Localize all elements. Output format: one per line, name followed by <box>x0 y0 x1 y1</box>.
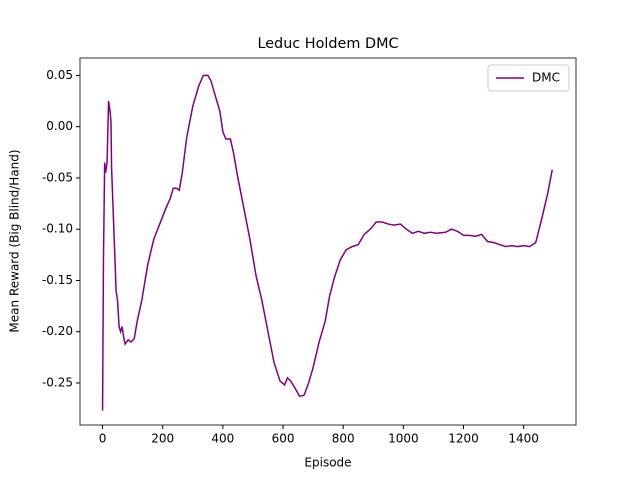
chart-title: Leduc Holdem DMC <box>257 36 398 52</box>
y-tick-label: -0.25 <box>42 375 73 389</box>
x-tick-label: 200 <box>151 432 174 446</box>
x-axis-label: Episode <box>304 456 351 470</box>
x-tick-label: 1200 <box>448 432 479 446</box>
x-tick-label: 1000 <box>388 432 419 446</box>
data-line <box>101 74 553 411</box>
legend-label: DMC <box>532 71 560 85</box>
y-tick-label: -0.15 <box>42 273 73 287</box>
y-axis-label: Mean Reward (Big Blind/Hand) <box>8 149 22 332</box>
plot-frame <box>79 57 577 426</box>
y-tick-label: 0.00 <box>46 119 73 133</box>
legend-box <box>487 64 570 92</box>
x-tick-label: 600 <box>272 432 295 446</box>
x-tick-label: 400 <box>211 432 234 446</box>
x-tick-label: 0 <box>99 432 107 446</box>
y-tick-label: -0.05 <box>42 170 73 184</box>
x-tick-label: 800 <box>332 432 355 446</box>
y-tick-label: -0.10 <box>42 222 73 236</box>
x-tick-label: 1400 <box>508 432 539 446</box>
y-tick-label: 0.05 <box>46 68 73 82</box>
y-tick-label: -0.20 <box>42 324 73 338</box>
